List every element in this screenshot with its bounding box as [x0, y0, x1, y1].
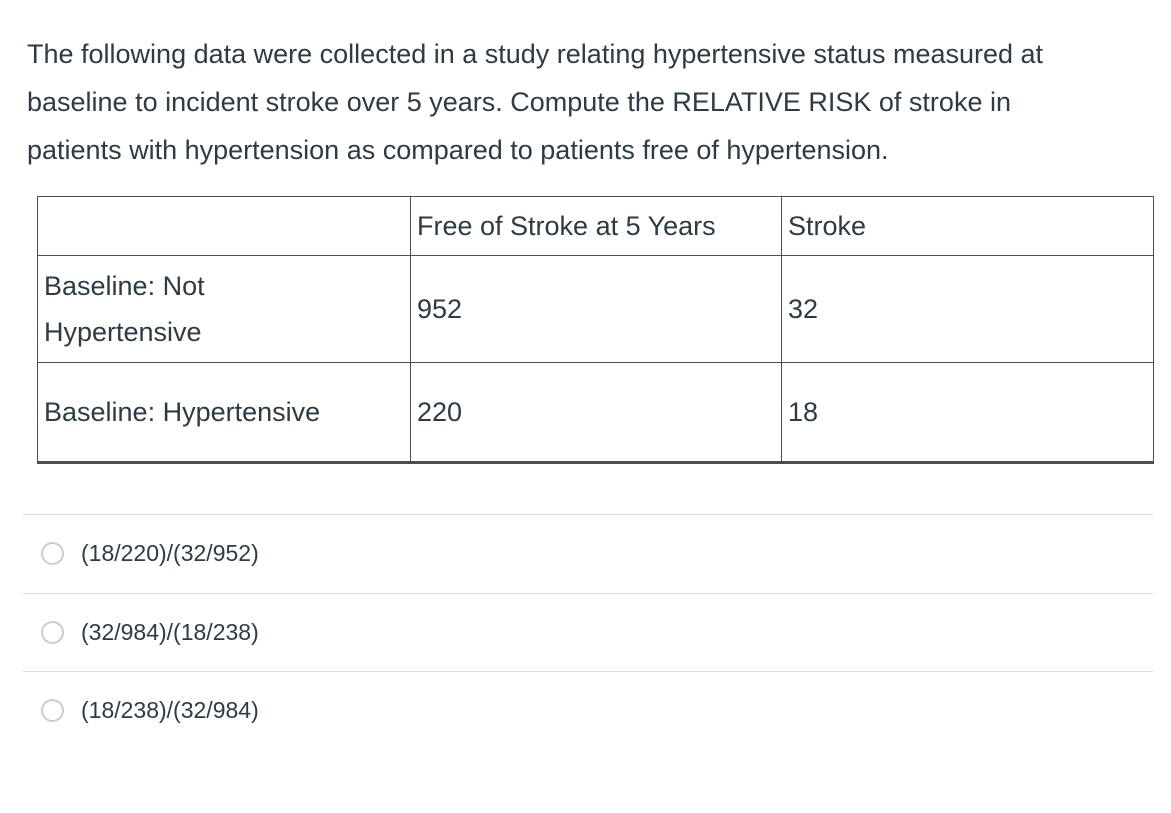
table-header-stroke: Stroke	[781, 196, 1154, 256]
answer-options: (18/220)/(32/952) (32/984)/(18/238) (18/…	[23, 514, 1153, 750]
answer-option-label: (18/238)/(32/984)	[81, 697, 259, 724]
radio-button[interactable]	[41, 699, 64, 723]
table-row: Baseline: Hypertensive 220 18	[37, 362, 1154, 464]
answer-option-label: (18/220)/(32/952)	[81, 540, 259, 566]
answer-option-2[interactable]: (32/984)/(18/238)	[23, 592, 1153, 672]
table-header-empty	[37, 196, 411, 256]
answer-option-label: (32/984)/(18/238)	[81, 618, 259, 645]
table-header-free-of-stroke: Free of Stroke at 5 Years	[410, 196, 782, 256]
row-label-hypertensive: Baseline: Hypertensive	[37, 362, 411, 464]
data-table: Free of Stroke at 5 Years Stroke Baselin…	[37, 196, 1154, 464]
radio-button[interactable]	[41, 620, 64, 644]
radio-button[interactable]	[41, 542, 64, 566]
table-row: Baseline: Not Hypertensive 952 32	[37, 255, 1154, 363]
cell-hypertensive-free: 220	[410, 362, 782, 464]
row-label-not-hypertensive: Baseline: Not Hypertensive	[37, 255, 411, 363]
question-text: The following data were collected in a s…	[27, 39, 1044, 165]
answer-option-3[interactable]: (18/238)/(32/984)	[23, 671, 1153, 750]
cell-not-hypertensive-stroke: 32	[781, 255, 1154, 363]
answer-option-1[interactable]: (18/220)/(32/952)	[23, 514, 1153, 593]
table-header-row: Free of Stroke at 5 Years Stroke	[37, 196, 1154, 256]
cell-hypertensive-stroke: 18	[781, 362, 1154, 464]
cell-not-hypertensive-free: 952	[410, 255, 782, 363]
